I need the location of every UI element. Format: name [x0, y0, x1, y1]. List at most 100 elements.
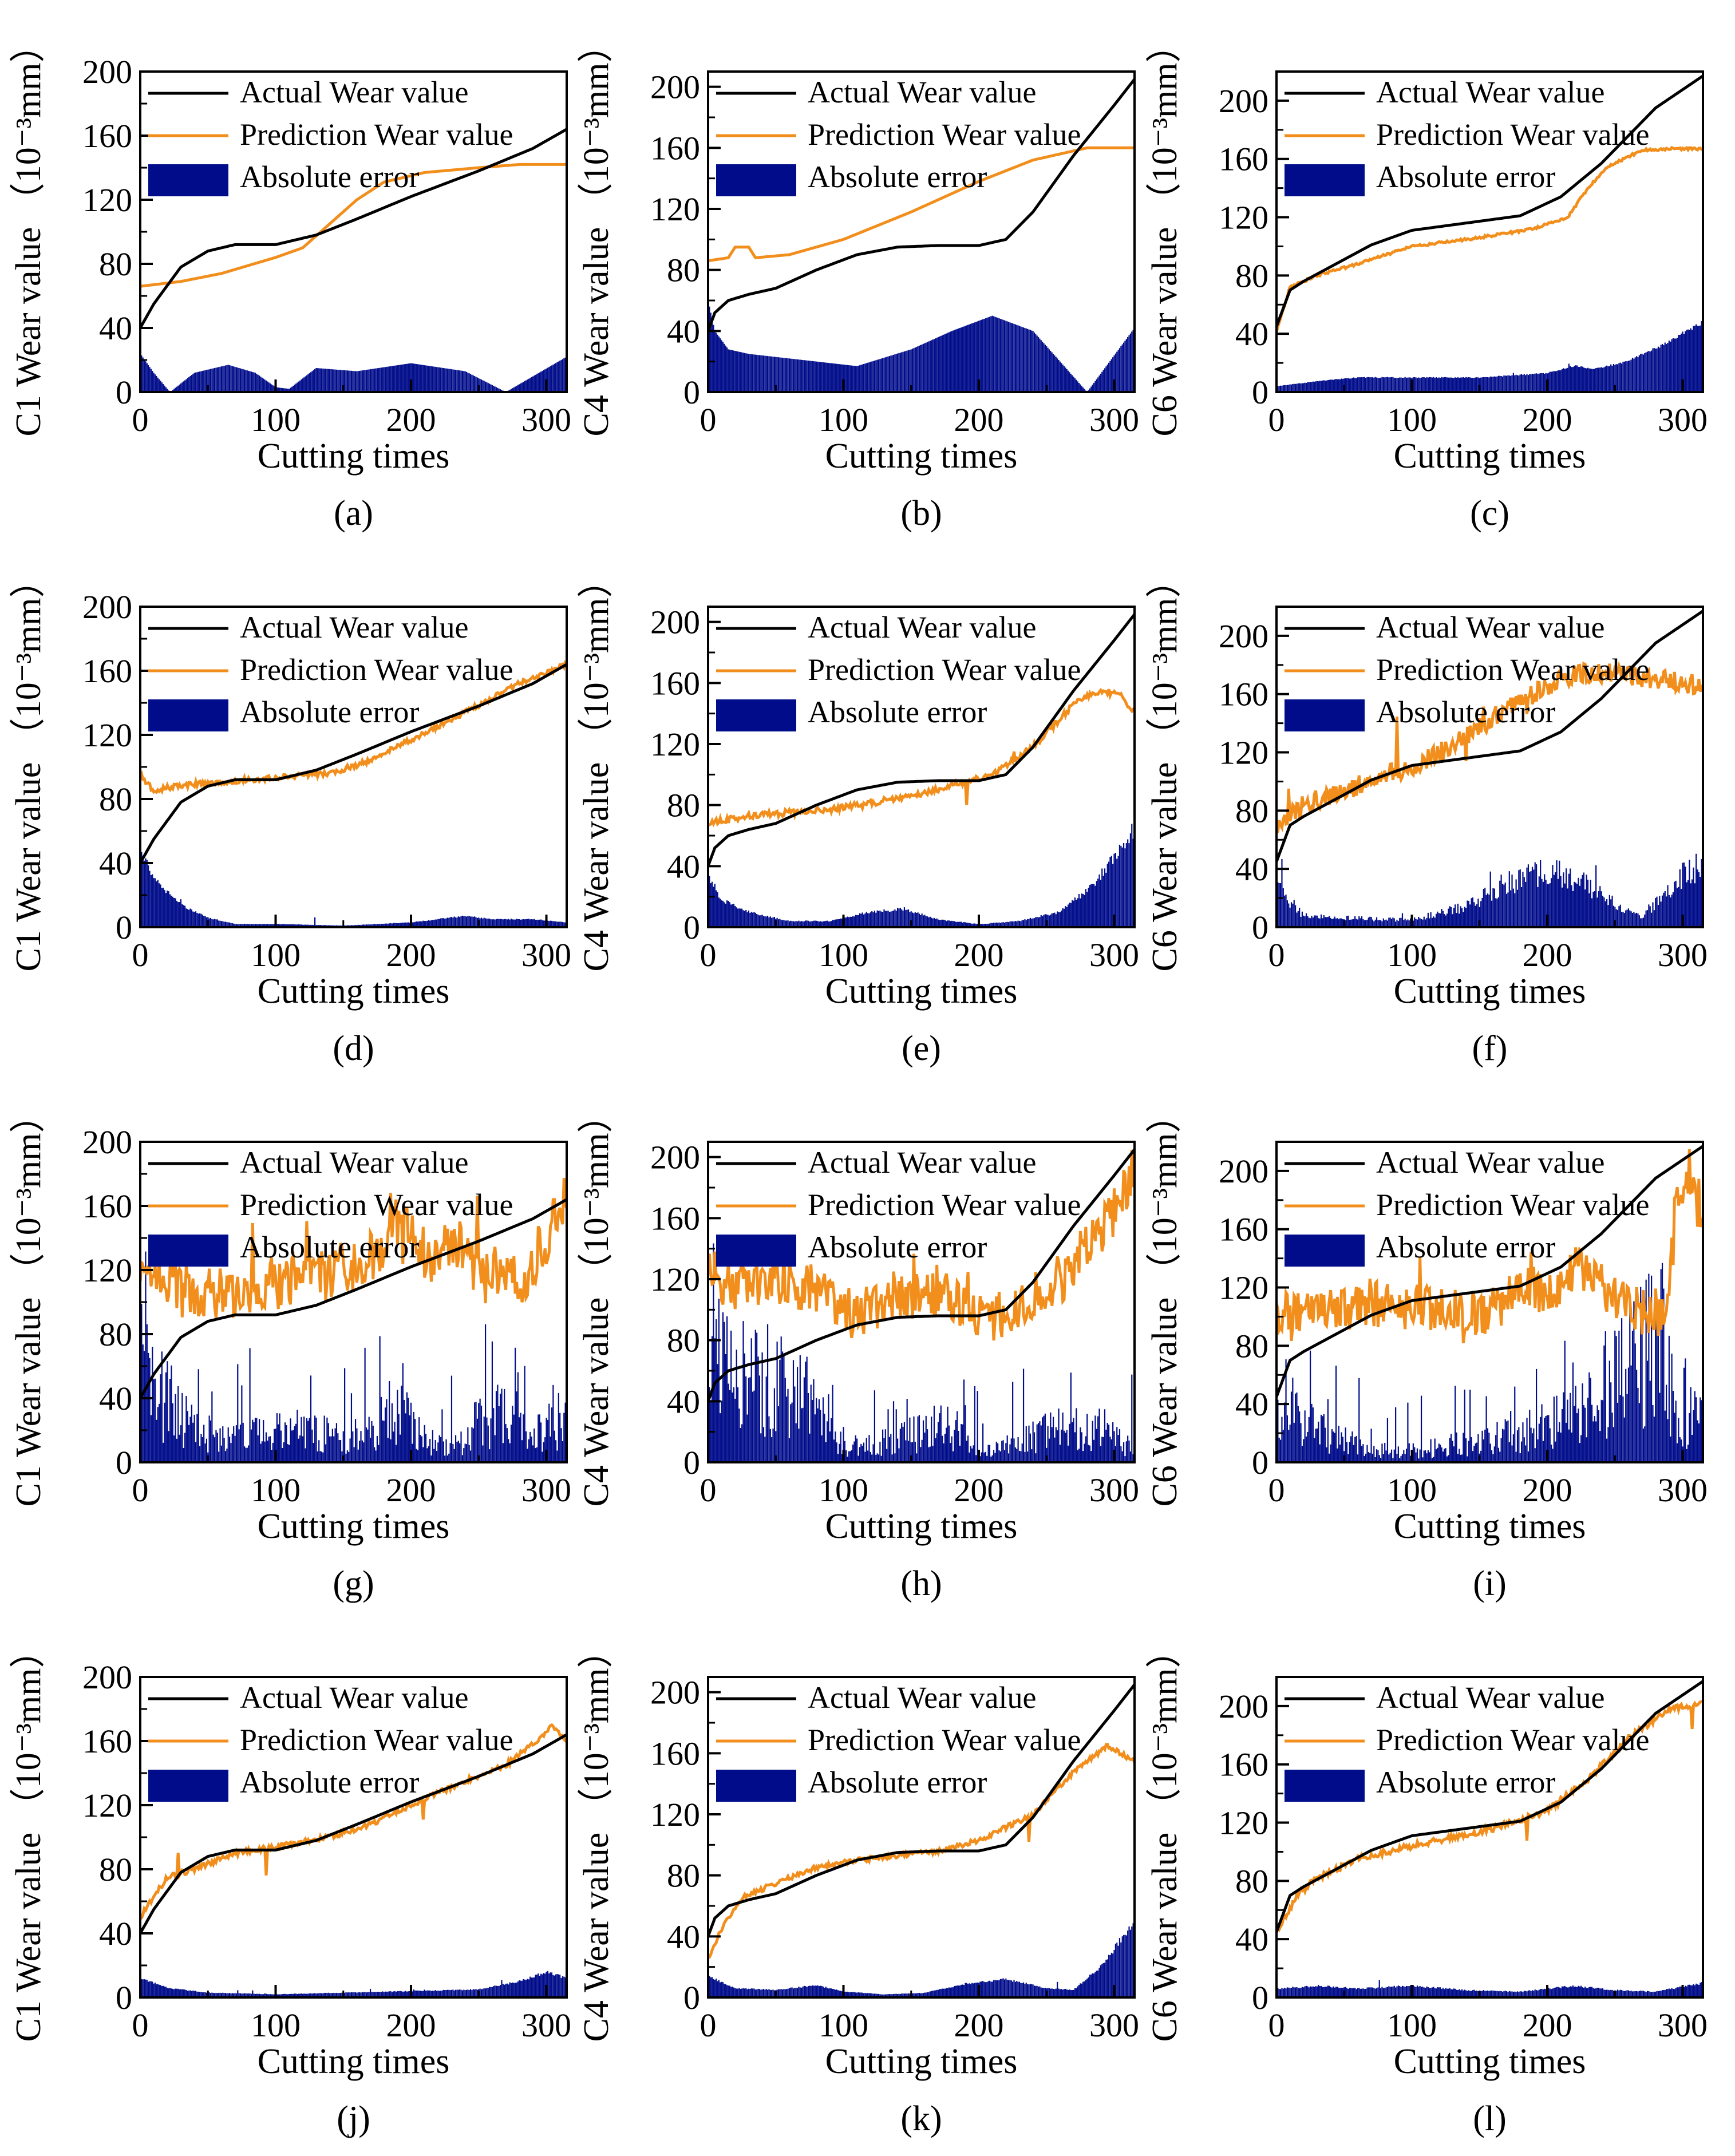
- actual-line: [140, 1733, 567, 1935]
- error-series: [140, 1971, 567, 1997]
- x-axis: 0 100 200 300: [700, 915, 1139, 974]
- x-axis-title: Cutting times: [1394, 972, 1586, 1011]
- y-tick-label: 200: [650, 604, 700, 641]
- legend-error-label: Absolute error: [808, 1765, 987, 1799]
- x-tick-label: 100: [1387, 936, 1437, 974]
- legend: Actual Wear value Prediction Wear value Ab…: [1285, 1145, 1649, 1267]
- actual-line: [1276, 1680, 1703, 1933]
- plot-area: [708, 1148, 1135, 1462]
- actual-line: [708, 1683, 1135, 1937]
- x-axis-title: Cutting times: [258, 437, 450, 476]
- y-tick-label: 160: [650, 129, 700, 167]
- y-axis-title: C1 Wear value （10⁻³mm）: [9, 1633, 48, 2042]
- panel-caption: (k): [900, 2099, 942, 2138]
- x-axis: 0 100 200 300: [1268, 379, 1708, 438]
- legend: Actual Wear value Prediction Wear value Ab…: [1285, 75, 1649, 196]
- x-tick-label: 200: [386, 1471, 436, 1509]
- y-tick-label: 120: [650, 191, 700, 228]
- x-axis: 0 100 200 300: [132, 915, 571, 974]
- x-tick-label: 300: [1089, 2007, 1139, 2044]
- x-tick-label: 300: [1658, 2007, 1708, 2044]
- x-axis: 0 100 200 300: [700, 1985, 1139, 2044]
- y-tick-label: 80: [1235, 1327, 1268, 1364]
- legend-actual-label: Actual Wear value: [1376, 75, 1604, 109]
- y-axis-title: C4 Wear value （10⁻³mm）: [577, 27, 616, 437]
- y-tick-label: 200: [650, 1139, 700, 1176]
- x-axis-title: Cutting times: [825, 437, 1018, 476]
- plot-area: [1276, 74, 1703, 392]
- prediction-line: [708, 1149, 1135, 1341]
- x-tick-label: 100: [819, 1471, 868, 1509]
- plot-area: [1276, 1145, 1703, 1462]
- x-tick-label: 200: [1523, 1471, 1572, 1509]
- error-series: [140, 1251, 567, 1462]
- x-tick-label: 100: [819, 401, 868, 438]
- x-tick-label: 0: [1268, 2007, 1285, 2044]
- y-axis-title: C4 Wear value （10⁻³mm）: [577, 1098, 616, 1507]
- error-series: [140, 353, 567, 392]
- legend: Actual Wear value Prediction Wear value Ab…: [148, 75, 513, 196]
- y-tick-label: 80: [99, 246, 132, 283]
- panel-caption: (i): [1473, 1564, 1507, 1603]
- panel-caption: (h): [900, 1564, 942, 1603]
- y-tick-label: 120: [650, 726, 700, 763]
- x-tick-label: 200: [386, 2007, 436, 2044]
- y-tick-label: 40: [99, 845, 132, 882]
- plot-frame: [707, 1676, 1136, 1999]
- y-tick-label: 80: [99, 1851, 132, 1888]
- x-tick-label: 300: [1658, 1471, 1708, 1509]
- y-tick-label: 160: [1219, 1746, 1268, 1783]
- y-tick-label: 120: [82, 1252, 132, 1289]
- legend: Actual Wear value Prediction Wear value Ab…: [716, 1145, 1081, 1267]
- y-axis: 0 40 80 120 160 200: [82, 588, 153, 946]
- y-axis: 0 40 80 120 160 200: [650, 69, 721, 411]
- y-tick-label: 200: [1219, 1153, 1268, 1190]
- x-tick-label: 0: [1268, 936, 1285, 974]
- legend-error-swatch: [716, 164, 796, 196]
- actual-line: [1276, 74, 1703, 327]
- y-tick-label: 0: [683, 374, 700, 411]
- x-tick-label: 0: [700, 936, 717, 974]
- x-tick-label: 300: [521, 401, 571, 438]
- legend-error-label: Absolute error: [1376, 695, 1555, 729]
- x-tick-label: 100: [251, 401, 301, 438]
- actual-line: [708, 613, 1135, 867]
- y-tick-label: 40: [99, 310, 132, 347]
- legend-actual-label: Actual Wear value: [1376, 610, 1604, 644]
- legend-error-swatch: [148, 699, 228, 731]
- y-tick-label: 40: [667, 1383, 700, 1420]
- x-tick-label: 300: [1089, 401, 1139, 438]
- prediction-line: [1276, 1149, 1703, 1343]
- legend: Actual Wear value Prediction Wear value Ab…: [716, 1680, 1081, 1802]
- x-tick-label: 100: [251, 2007, 301, 2044]
- prediction-line: [140, 1178, 567, 1319]
- y-axis-title: C6 Wear value （10⁻³mm）: [1145, 27, 1184, 437]
- legend-prediction-label: Prediction Wear value: [240, 117, 513, 152]
- x-axis-title: Cutting times: [1394, 437, 1586, 476]
- y-tick-label: 40: [667, 1918, 700, 1955]
- plot-area: [140, 128, 567, 392]
- actual-line: [708, 1148, 1135, 1402]
- error-series: [708, 300, 1135, 392]
- panel-caption: (c): [1470, 494, 1509, 533]
- legend: Actual Wear value Prediction Wear value Ab…: [716, 610, 1081, 731]
- x-tick-label: 0: [132, 1471, 149, 1509]
- y-tick-label: 120: [82, 181, 132, 219]
- actual-line: [140, 128, 567, 329]
- legend: Actual Wear value Prediction Wear value Ab…: [1285, 1680, 1649, 1802]
- legend-prediction-label: Prediction Wear value: [1376, 1188, 1649, 1222]
- y-tick-label: 160: [1219, 676, 1268, 713]
- y-tick-label: 160: [650, 664, 700, 702]
- legend-error-label: Absolute error: [808, 1230, 987, 1264]
- x-tick-label: 200: [386, 936, 436, 974]
- y-axis-title: C6 Wear value （10⁻³mm）: [1145, 1633, 1184, 2042]
- panel-caption: (g): [333, 1564, 374, 1603]
- x-tick-label: 100: [251, 936, 301, 974]
- x-axis: 0 100 200 300: [700, 379, 1139, 438]
- x-axis: 0 100 200 300: [700, 1450, 1139, 1509]
- x-tick-label: 300: [1658, 936, 1708, 974]
- x-tick-label: 100: [1387, 2007, 1437, 2044]
- legend-error-swatch: [1285, 1770, 1365, 1802]
- y-tick-label: 0: [683, 909, 700, 946]
